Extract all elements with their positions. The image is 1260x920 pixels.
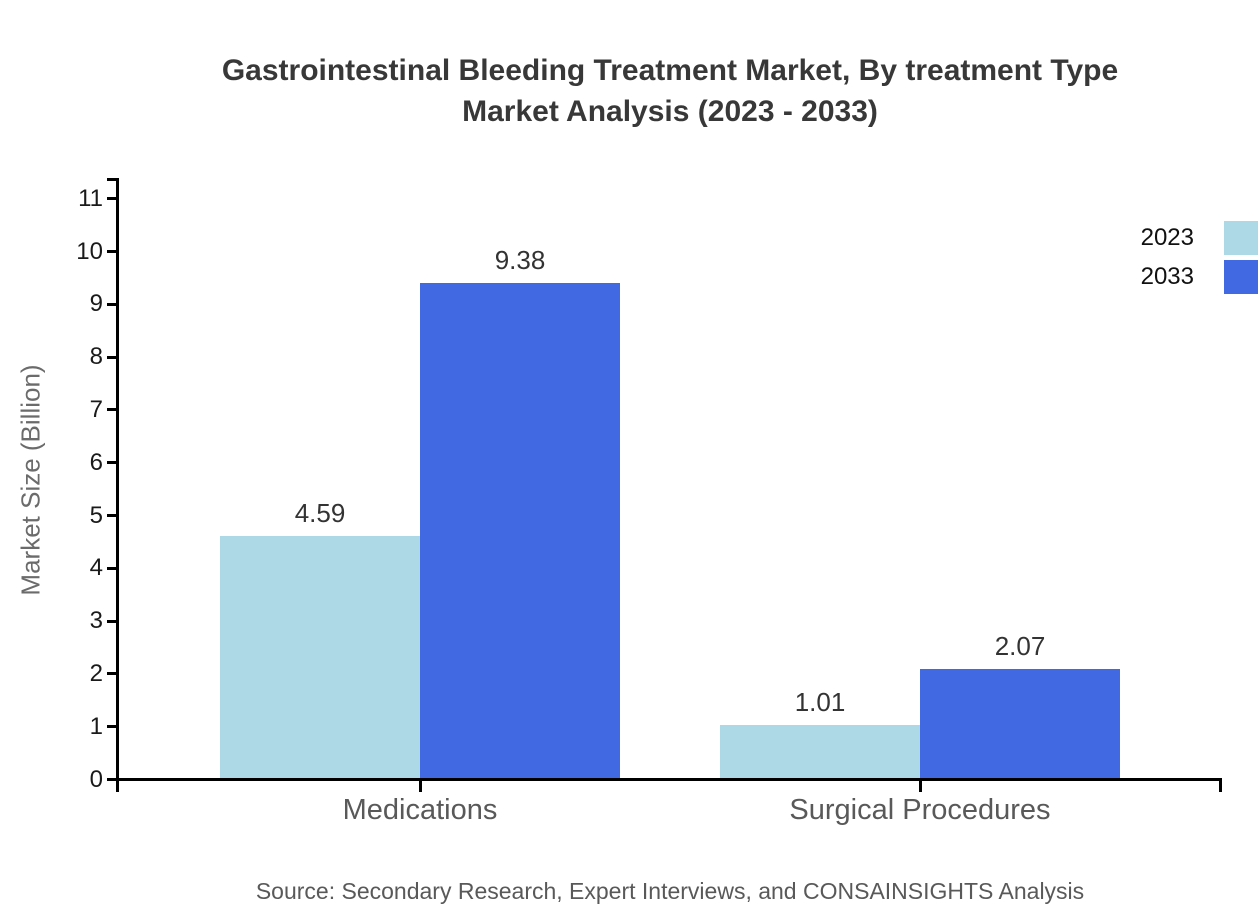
chart-title: Gastrointestinal Bleeding Treatment Mark…: [80, 50, 1260, 132]
y-tick-label: 8: [89, 343, 103, 371]
legend-item-2033: 2033: [1141, 260, 1258, 294]
category-label-surgical-procedures: Surgical Procedures: [789, 794, 1051, 826]
y-tick-label: 10: [76, 237, 103, 265]
y-tick: [107, 408, 118, 412]
bar-2023-medications: [220, 536, 420, 778]
y-tick-label: 6: [89, 448, 103, 476]
y-tick-label: 1: [89, 712, 103, 740]
x-axis-line: [107, 778, 1222, 781]
y-tick-label: 9: [89, 290, 103, 318]
y-tick: [107, 514, 118, 517]
y-tick: [107, 250, 118, 253]
legend: 2023 2033: [1141, 221, 1258, 299]
y-tick: [107, 725, 118, 729]
bar-2033-surgical-procedures: [920, 669, 1120, 778]
y-tick-label: 5: [89, 501, 103, 529]
y-tick-label: 3: [89, 607, 103, 635]
bar-value-label-2033-medications: 9.38: [494, 245, 546, 275]
x-axis-endcap-tick: [1219, 778, 1222, 792]
y-tick: [107, 197, 118, 201]
y-tick: [107, 461, 118, 465]
x-tick: [418, 781, 422, 792]
y-tick-label: 7: [89, 395, 103, 423]
bar-value-label-2033-surgical-procedures: 2.07: [994, 631, 1046, 661]
y-tick: [107, 619, 118, 623]
x-tick: [918, 781, 922, 792]
bar-value-label-2023-medications: 4.59: [294, 498, 346, 528]
y-tick-label: 4: [89, 554, 103, 582]
legend-item-2023: 2023: [1141, 221, 1258, 255]
y-axis-endcap-tick: [107, 178, 118, 181]
legend-swatch-2033: [1224, 260, 1258, 294]
y-tick: [107, 355, 118, 359]
y-tick: [107, 302, 118, 306]
source-note: Source: Secondary Research, Expert Inter…: [255, 878, 1085, 904]
chart-title-line2: Market Analysis (2023 - 2033): [462, 95, 878, 128]
category-label-medications: Medications: [342, 794, 498, 826]
bar-2033-medications: [420, 283, 620, 778]
legend-label-2033: 2033: [1140, 263, 1194, 290]
y-axis-line: [116, 178, 119, 792]
bar-value-label-2023-surgical-procedures: 1.01: [794, 687, 846, 717]
legend-swatch-2023: [1224, 221, 1258, 255]
y-tick: [107, 778, 118, 781]
y-tick: [107, 566, 118, 570]
y-tick-label: 0: [89, 765, 103, 793]
y-tick: [107, 672, 118, 676]
legend-label-2023: 2023: [1140, 224, 1194, 251]
chart-title-line1: Gastrointestinal Bleeding Treatment Mark…: [221, 54, 1119, 87]
bar-2023-surgical-procedures: [720, 725, 920, 778]
y-tick-label: 2: [89, 659, 103, 687]
y-tick-label: 11: [78, 184, 103, 212]
